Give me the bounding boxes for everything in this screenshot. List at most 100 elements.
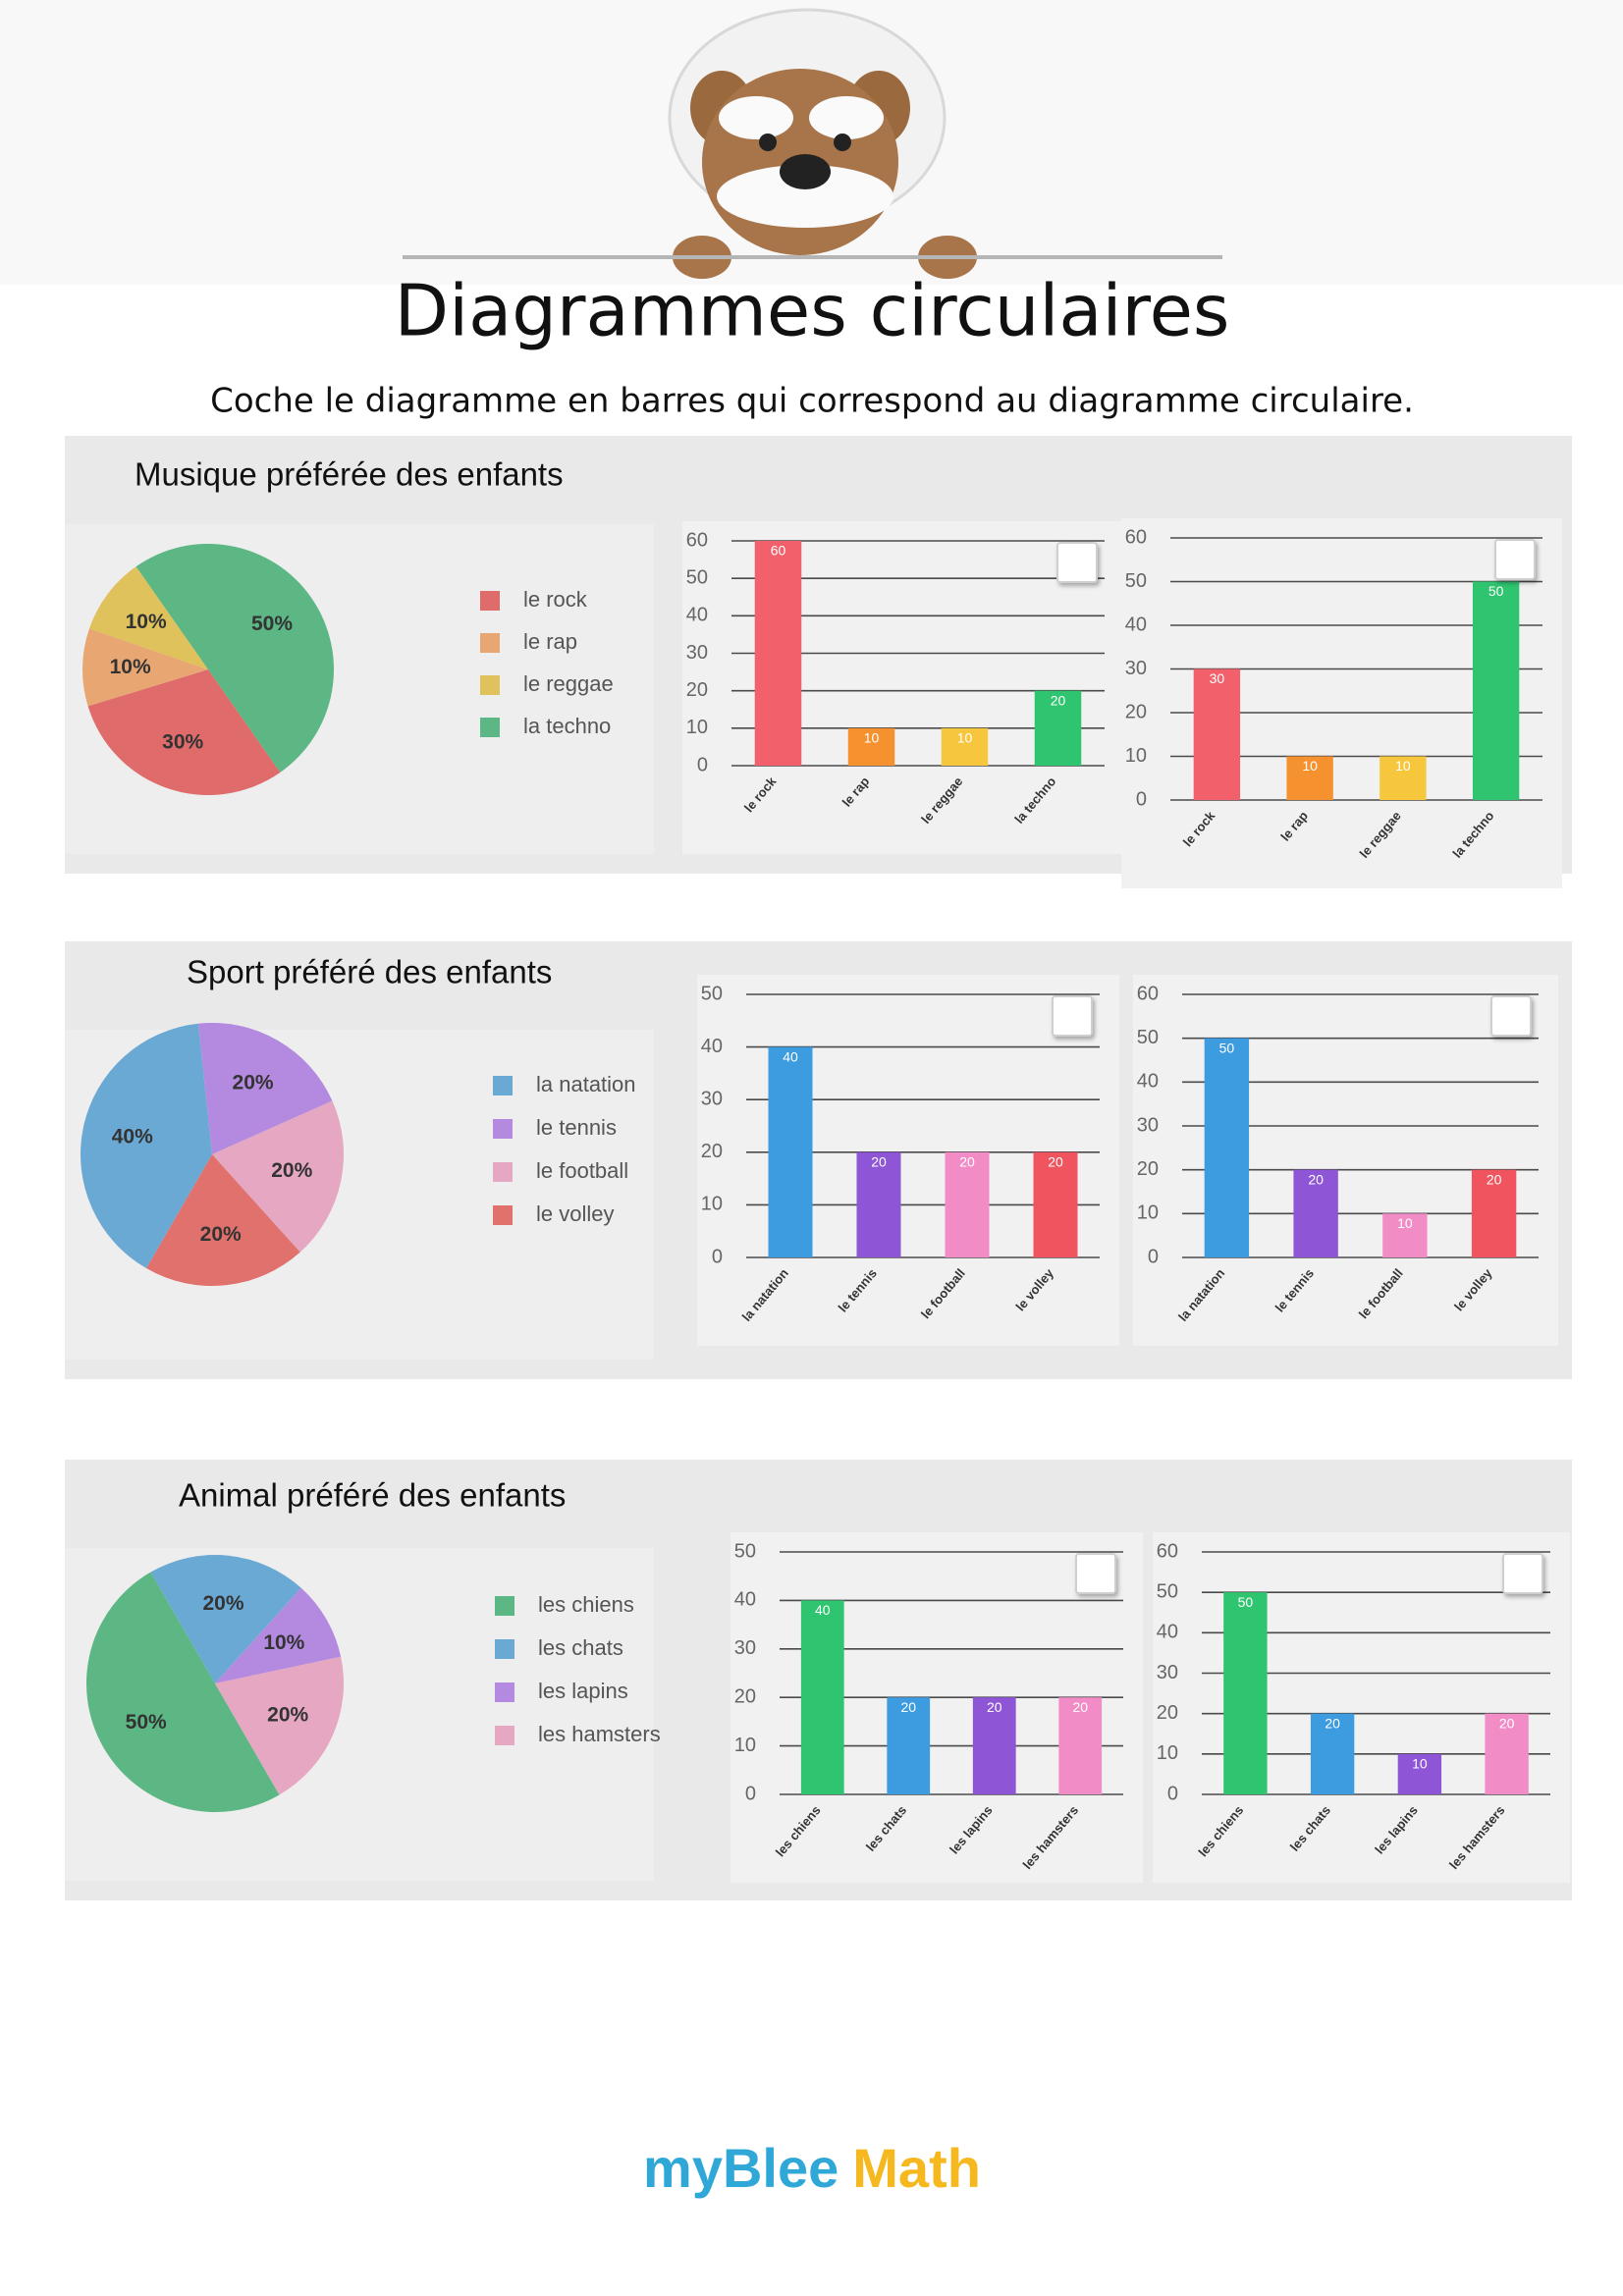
legend-label: le rock [523, 587, 588, 612]
pie-slice [197, 1023, 333, 1154]
exercise-panel: Musique préférée des enfants 30% 10% 10% 50%… [65, 436, 1572, 888]
bar [1472, 581, 1520, 800]
chart-title: Animal préféré des enfants [179, 1477, 566, 1514]
legend-label: le volley [536, 1201, 614, 1226]
y-tick-label: 50 [1137, 1027, 1159, 1048]
pie-slice [88, 566, 208, 669]
legend-label: les chiens [538, 1592, 634, 1617]
y-tick-label: 10 [1137, 1202, 1159, 1224]
bar-chart-area [1133, 975, 1558, 1346]
y-tick-label: 30 [1125, 658, 1147, 679]
bar [941, 727, 989, 766]
legend-swatch [495, 1726, 514, 1745]
y-tick-label: 30 [734, 1637, 756, 1659]
slice-label: 20% [233, 1072, 274, 1095]
legend-label: la techno [523, 714, 611, 738]
y-tick-label: 40 [686, 605, 708, 626]
y-tick-label: 20 [701, 1141, 723, 1162]
y-tick-label: 10 [1125, 745, 1147, 767]
y-tick-label: 60 [1157, 1540, 1178, 1562]
logo-part: Math [852, 2137, 981, 2199]
legend-swatch [493, 1205, 513, 1225]
legend-swatch [493, 1119, 513, 1139]
legend-swatch [495, 1596, 514, 1616]
bar-value-label: 20 [1051, 692, 1066, 708]
bar [1471, 1169, 1517, 1257]
y-tick-label: 10 [686, 717, 708, 738]
checkbox[interactable] [1052, 995, 1093, 1037]
pie-slice [86, 1572, 280, 1812]
slice-label: 10% [263, 1631, 304, 1654]
bar-value-label: 20 [1487, 1171, 1502, 1187]
bar [1193, 668, 1241, 800]
checkbox[interactable] [1056, 542, 1098, 583]
bar-value-label: 10 [864, 730, 880, 746]
checkbox[interactable] [1075, 1553, 1116, 1594]
bar-value-label: 20 [1308, 1171, 1324, 1187]
y-tick-label: 40 [1137, 1071, 1159, 1093]
checkbox[interactable] [1490, 995, 1532, 1037]
legend-swatch [495, 1682, 514, 1702]
y-tick-label: 40 [734, 1589, 756, 1611]
slice-label: 20% [200, 1223, 242, 1246]
legend-label: les hamsters [538, 1722, 661, 1746]
bar [1286, 756, 1333, 800]
checkbox[interactable] [1502, 1553, 1543, 1594]
y-tick-label: 30 [1137, 1114, 1159, 1136]
bar-chart-area [1153, 1532, 1570, 1883]
y-tick-label: 0 [1167, 1783, 1178, 1804]
slice-label: 10% [126, 611, 167, 633]
bar-value-label: 50 [1219, 1040, 1235, 1055]
y-tick-label: 40 [1125, 614, 1147, 635]
checkbox[interactable] [1494, 539, 1536, 580]
legend-label: les lapins [538, 1679, 628, 1703]
bar-value-label: 10 [1397, 1215, 1413, 1231]
bar [856, 1151, 901, 1257]
bar-value-label: 20 [1325, 1715, 1340, 1731]
bar [1058, 1697, 1103, 1794]
bar [1223, 1592, 1268, 1794]
bar [1034, 690, 1082, 766]
y-tick-label: 0 [1136, 788, 1147, 810]
pie-slice [150, 1555, 301, 1683]
y-tick-label: 50 [1157, 1580, 1178, 1602]
legend-swatch [480, 675, 500, 695]
y-tick-label: 10 [701, 1194, 723, 1215]
slice-label: 30% [162, 731, 203, 754]
pie-slice [215, 1587, 342, 1683]
bar-value-label: 20 [959, 1154, 975, 1170]
legend-label: le tennis [536, 1115, 617, 1140]
pie-slice [215, 1656, 344, 1795]
y-tick-label: 60 [1125, 526, 1147, 548]
y-tick-label: 20 [1137, 1158, 1159, 1180]
bar-value-label: 60 [771, 543, 786, 559]
y-tick-label: 60 [686, 529, 708, 551]
legend-swatch [480, 633, 500, 653]
bar-value-label: 30 [1210, 670, 1225, 686]
legend-label: la natation [536, 1072, 636, 1096]
y-tick-label: 10 [1157, 1742, 1178, 1764]
y-tick-label: 50 [1125, 570, 1147, 592]
bar [1485, 1713, 1529, 1794]
legend-label: le reggae [523, 671, 614, 696]
bar-value-label: 10 [957, 730, 973, 746]
chart-title: Sport préféré des enfants [187, 954, 552, 990]
bar [1397, 1753, 1442, 1794]
bar-value-label: 20 [987, 1699, 1002, 1715]
bar [1293, 1169, 1338, 1257]
slice-label: 50% [126, 1711, 167, 1734]
pie-slice [80, 1023, 212, 1269]
y-tick-label: 30 [701, 1088, 723, 1109]
pie-slice [212, 1100, 344, 1253]
y-tick-label: 0 [712, 1246, 723, 1267]
bar-value-label: 20 [871, 1154, 887, 1170]
bar [754, 541, 802, 766]
bar [945, 1151, 990, 1257]
pie-slice [135, 544, 334, 773]
slice-label: 20% [267, 1704, 308, 1727]
y-tick-label: 0 [745, 1783, 756, 1804]
pie-slice [146, 1154, 300, 1286]
legend-swatch [480, 591, 500, 611]
bar [1310, 1713, 1355, 1794]
